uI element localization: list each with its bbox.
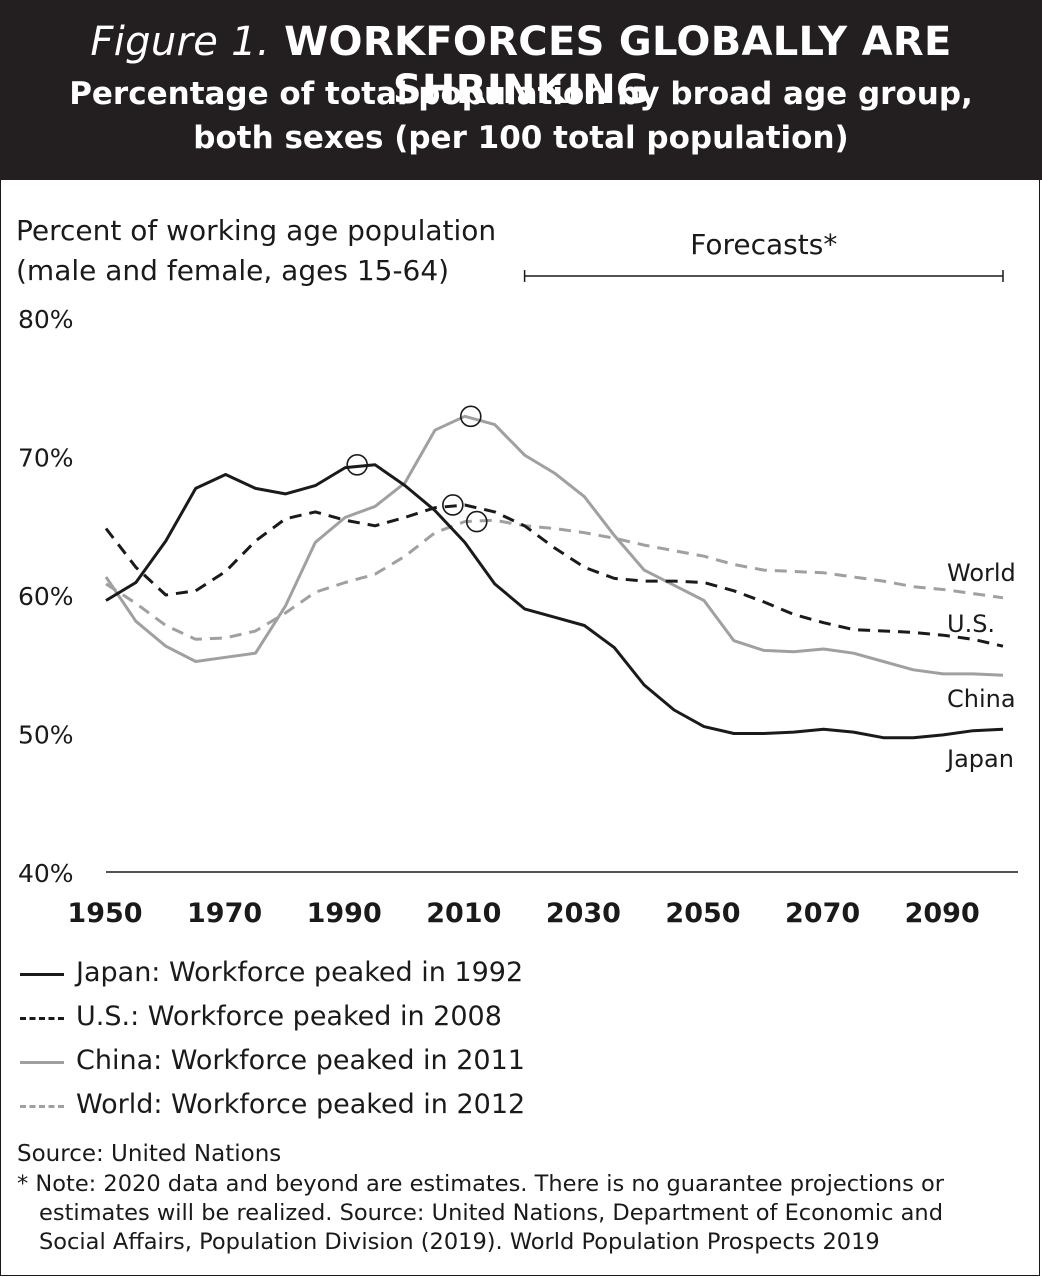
legend-item-us: U.S.: Workforce peaked in 2008 bbox=[20, 997, 620, 1037]
y-axis-label-line-1: Percent of working age population bbox=[16, 214, 496, 247]
y-tick-label: 40% bbox=[18, 859, 74, 888]
figure-label: Figure 1. bbox=[90, 19, 270, 65]
footnote: * Note: 2020 data and beyond are estimat… bbox=[17, 1170, 1027, 1257]
subtitle-line-2: both sexes (per 100 total population) bbox=[193, 120, 849, 156]
peak-marker-japan bbox=[346, 454, 368, 476]
line-chart: Percent of working age population (male … bbox=[16, 214, 1018, 929]
legend-label-world: World: Workforce peaked in 2012 bbox=[76, 1089, 526, 1120]
footnote-line-1: * Note: 2020 data and beyond are estimat… bbox=[17, 1171, 945, 1197]
end-label-world: World bbox=[947, 559, 1016, 587]
y-axis-label-line-2: (male and female, ages 15-64) bbox=[16, 254, 449, 287]
peak-marker-world bbox=[465, 510, 488, 533]
figure-header: Figure 1. WORKFORCES GLOBALLY ARE SHRINK… bbox=[0, 0, 1042, 180]
legend-label-us: U.S.: Workforce peaked in 2008 bbox=[76, 1001, 502, 1032]
series-lines bbox=[104, 414, 1004, 740]
y-tick-label: 50% bbox=[18, 721, 74, 750]
peak-marker-us bbox=[442, 494, 464, 516]
legend-swatch-japan bbox=[20, 973, 64, 976]
legend-item-world: World: Workforce peaked in 2012 bbox=[20, 1085, 620, 1125]
peak-markers bbox=[346, 405, 488, 533]
legend-swatch-world bbox=[20, 1105, 64, 1108]
x-tick-label: 2050 bbox=[665, 898, 740, 929]
y-tick-labels: 80% 70% 60% 50% 40% bbox=[18, 305, 74, 888]
series-line-world bbox=[105, 518, 1004, 641]
end-label-us: U.S. bbox=[947, 610, 995, 638]
series-end-labels: Japan U.S. China World bbox=[945, 559, 1016, 773]
end-label-china: China bbox=[947, 685, 1016, 713]
legend-item-china: China: Workforce peaked in 2011 bbox=[20, 1041, 620, 1081]
legend-swatch-china bbox=[20, 1061, 64, 1064]
forecast-label: Forecasts* bbox=[690, 228, 837, 261]
x-tick-labels: 1950 1970 1990 2010 2030 2050 2070 2090 bbox=[67, 898, 979, 929]
x-tick-label: 2030 bbox=[546, 898, 621, 929]
x-tick-label: 2070 bbox=[785, 898, 860, 929]
x-tick-label: 1950 bbox=[67, 898, 142, 929]
figure-title: Figure 1. WORKFORCES GLOBALLY ARE SHRINK… bbox=[0, 18, 1042, 114]
footnote-line-3: Social Affairs, Population Division (201… bbox=[39, 1229, 880, 1255]
x-tick-label: 2010 bbox=[426, 898, 501, 929]
peak-marker-china bbox=[459, 405, 482, 428]
x-tick-label: 1990 bbox=[307, 898, 382, 929]
y-tick-label: 70% bbox=[18, 444, 74, 473]
legend-label-china: China: Workforce peaked in 2011 bbox=[76, 1045, 525, 1076]
subtitle-line-1: Percentage of total population by broad … bbox=[69, 76, 973, 112]
series-line-us bbox=[104, 503, 1004, 648]
x-tick-label: 1970 bbox=[187, 898, 262, 929]
y-tick-label: 80% bbox=[18, 305, 74, 334]
title-text: WORKFORCES GLOBALLY ARE SHRINKING bbox=[284, 19, 952, 113]
footnote-line-2: estimates will be realized. Source: Unit… bbox=[39, 1200, 943, 1226]
source-text: Source: United Nations bbox=[17, 1141, 282, 1167]
legend-item-japan: Japan: Workforce peaked in 1992 bbox=[20, 953, 620, 993]
series-line-japan bbox=[105, 463, 1004, 740]
legend-label-japan: Japan: Workforce peaked in 1992 bbox=[76, 957, 524, 988]
x-tick-label: 2090 bbox=[905, 898, 980, 929]
legend-swatch-us bbox=[20, 1017, 64, 1020]
series-line-china bbox=[104, 414, 1004, 677]
forecast-bracket bbox=[523, 270, 1004, 282]
y-tick-label: 60% bbox=[18, 582, 74, 611]
end-label-japan: Japan bbox=[945, 745, 1014, 773]
